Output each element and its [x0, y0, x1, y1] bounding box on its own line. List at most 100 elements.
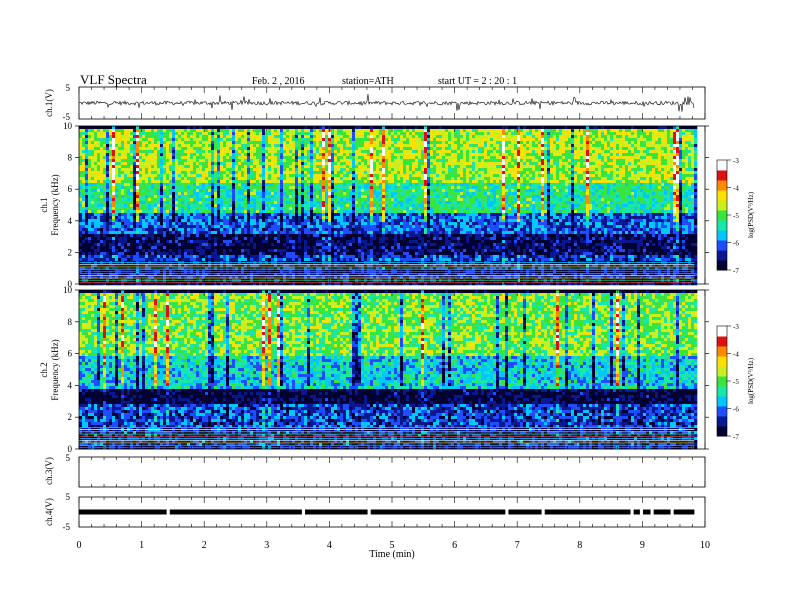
spectrogram-cell	[127, 129, 130, 132]
spectrogram-cell	[151, 267, 154, 270]
spectrogram-cell	[121, 132, 124, 135]
spectrogram-cell	[103, 195, 106, 198]
spectrogram-cell	[82, 135, 85, 138]
spectrogram-cell	[91, 186, 94, 189]
spectrogram-cell	[88, 183, 91, 186]
spectrogram-cell	[91, 267, 94, 270]
spectrogram-cell	[151, 231, 154, 234]
spectrogram-cell	[130, 177, 133, 180]
spectrogram-cell	[133, 135, 136, 138]
spectrogram-cell	[172, 171, 175, 174]
spectrogram-cell	[166, 210, 169, 213]
spectrogram-cell	[124, 231, 127, 234]
spectrogram-cell	[139, 159, 142, 162]
spectrogram-cell	[103, 219, 106, 222]
spectrogram-cell	[142, 180, 145, 183]
spectrogram-cell	[172, 141, 175, 144]
spectrogram-cell	[172, 279, 175, 282]
spectrogram-cell	[163, 159, 166, 162]
spectrogram-cell	[88, 249, 91, 252]
spectrogram-cell	[103, 144, 106, 147]
spectrogram-cell	[97, 252, 100, 255]
spectrogram-cell	[175, 144, 178, 147]
spectrogram-cell	[148, 201, 151, 204]
spectrogram-cell	[151, 126, 154, 129]
spectrogram-cell	[139, 150, 142, 153]
spectrogram-cell	[112, 216, 115, 219]
spectrogram-cell	[100, 222, 103, 225]
spectrogram-cell	[148, 162, 151, 165]
spectrogram-cell	[148, 216, 151, 219]
spectrogram-cell	[124, 249, 127, 252]
spectrogram-cell	[97, 198, 100, 201]
spectrogram-cell	[142, 132, 145, 135]
spectrogram-cell	[112, 135, 115, 138]
spectrogram-cell	[79, 165, 82, 168]
spectrogram-cell	[94, 132, 97, 135]
spectrogram-cell	[97, 153, 100, 156]
spectrogram-cell	[142, 207, 145, 210]
spectrogram-cell	[160, 144, 163, 147]
spectrogram-cell	[148, 279, 151, 282]
spectrogram-cell	[91, 213, 94, 216]
spectrogram-cell	[154, 222, 157, 225]
spectrogram-cell	[100, 150, 103, 153]
spectrogram-cell	[142, 201, 145, 204]
spectrogram-cell	[124, 201, 127, 204]
spectrogram-cell	[118, 219, 121, 222]
spectrogram-cell	[145, 222, 148, 225]
spectrogram-cell	[172, 207, 175, 210]
spectrogram-cell	[118, 234, 121, 237]
spectrogram-cell	[112, 150, 115, 153]
spectrogram-cell	[142, 198, 145, 201]
spectrogram-cell	[109, 147, 112, 150]
spectrogram-cell	[88, 204, 91, 207]
spectrogram-cell	[148, 246, 151, 249]
spectrogram-cell	[130, 267, 133, 270]
spectrogram-cell	[172, 174, 175, 177]
spectrogram-cell	[88, 201, 91, 204]
spectrogram-cell	[133, 150, 136, 153]
spectrogram-cell	[130, 222, 133, 225]
spectrogram-cell	[106, 189, 109, 192]
spectrogram-cell	[121, 147, 124, 150]
spectrogram-cell	[148, 195, 151, 198]
spectrogram-cell	[157, 162, 160, 165]
spectrogram-cell	[154, 189, 157, 192]
spectrogram-cell	[100, 210, 103, 213]
spectrogram-cell	[112, 267, 115, 270]
spectrogram-cell	[136, 243, 139, 246]
spectrogram-cell	[85, 183, 88, 186]
spectrogram-cell	[112, 159, 115, 162]
spectrogram-cell	[172, 192, 175, 195]
spectrogram-cell	[82, 153, 85, 156]
ch1-spectrogram-image	[79, 126, 697, 285]
spectrogram-cell	[112, 156, 115, 159]
spectrogram-cell	[106, 267, 109, 270]
spectrogram-cell	[88, 138, 91, 141]
spectrogram-cell	[172, 165, 175, 168]
spectrogram-cell	[136, 249, 139, 252]
spectrogram-cell	[124, 132, 127, 135]
spectrogram-cell	[145, 237, 148, 240]
spectrogram-cell	[106, 192, 109, 195]
spectrogram-cell	[163, 150, 166, 153]
spectrogram-cell	[106, 201, 109, 204]
spectrogram-cell	[130, 129, 133, 132]
spectrogram-cell	[82, 159, 85, 162]
spectrogram-cell	[103, 213, 106, 216]
spectrogram-cell	[121, 195, 124, 198]
spectrogram-cell	[172, 234, 175, 237]
spectrogram-cell	[148, 198, 151, 201]
spectrogram-cell	[154, 219, 157, 222]
spectrogram-cell	[148, 177, 151, 180]
spectrogram-cell	[94, 162, 97, 165]
spectrogram-cell	[130, 144, 133, 147]
spectrogram-cell	[127, 231, 130, 234]
spectrogram-cell	[139, 249, 142, 252]
spectrogram-cell	[130, 204, 133, 207]
spectrogram-cell	[88, 225, 91, 228]
spectrogram-cell	[103, 204, 106, 207]
spectrogram-cell	[124, 213, 127, 216]
spectrogram-cell	[160, 183, 163, 186]
